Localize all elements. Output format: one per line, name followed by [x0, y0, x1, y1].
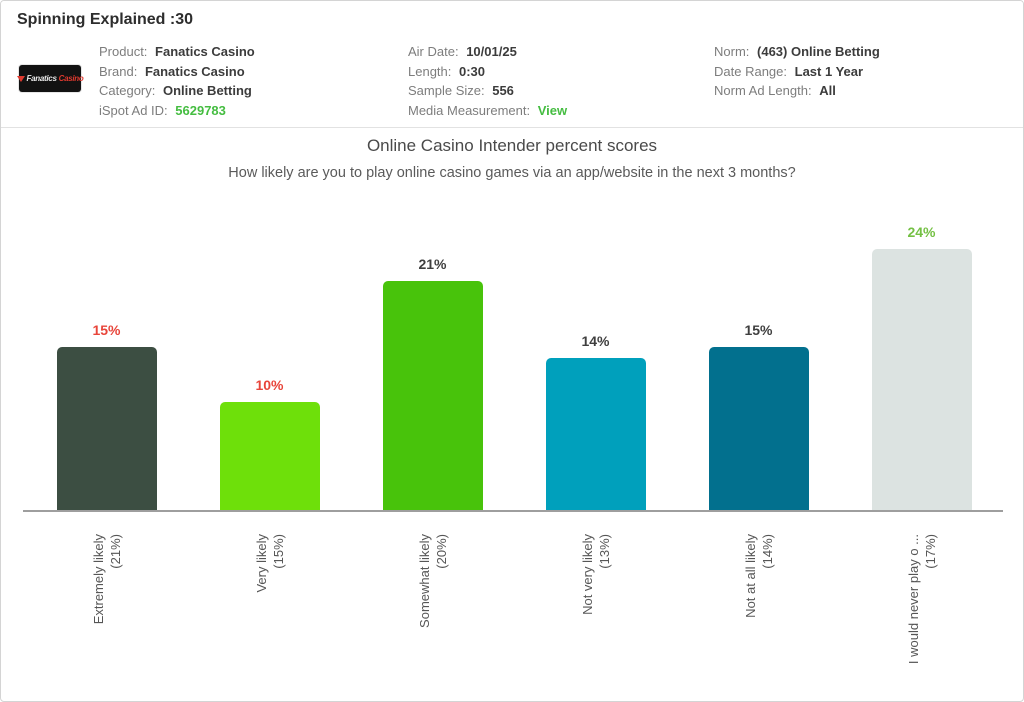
brand-value: Fanatics Casino [144, 63, 245, 79]
chart-bar[interactable] [56, 347, 157, 511]
logo-text-casino: Casino [58, 74, 84, 83]
chart-subtitle: How likely are you to play online casino… [228, 165, 796, 181]
meta-row-norm: Norm: (463) Online Betting [714, 42, 880, 62]
air-date-value: 10/01/25 [466, 44, 517, 59]
x-axis-norm: (21%) [107, 534, 123, 569]
meta-row-media-measurement: Media Measurement: View [408, 101, 567, 121]
ad-thumbnail[interactable]: Fanatics Casino [16, 65, 84, 92]
air-date-label: Air Date: [408, 44, 459, 59]
bar-value-label: 15% [92, 322, 121, 338]
chart-bar[interactable] [382, 281, 483, 511]
ad-title: Spinning Explained :30 [17, 11, 194, 28]
product-label: Product: [99, 44, 148, 59]
product-value: Fanatics Casino [155, 44, 255, 59]
norm-ad-length-label: Norm Ad Length: [714, 83, 812, 98]
chart-title: Online Casino Intender percent scores [366, 136, 658, 155]
ad-id-link[interactable]: 5629783 [175, 102, 226, 118]
date-range-label: Date Range: [714, 63, 787, 79]
length-value: 0:30 [459, 63, 486, 79]
bar-chart-plot: 15% Extremely likely (21%) 10% Very likely (1… [1, 128, 1023, 701]
meta-row-ad-id: iSpot Ad ID: 5629783 [99, 101, 255, 121]
category-label: Category: [99, 83, 156, 98]
meta-row-sample-size: Sample Size: 556 [408, 81, 567, 101]
x-axis-category: Very likely [253, 534, 269, 593]
x-axis-norm: (17%) [922, 534, 938, 569]
date-range-value: Last 1 Year [794, 63, 864, 79]
x-axis-label: Not very likely (13%) [579, 534, 613, 694]
chart-bar[interactable] [708, 347, 809, 511]
x-axis-category: Extremely likely [90, 534, 106, 625]
bar-value-label: 21% [418, 256, 447, 272]
x-axis-norm: (13%) [596, 534, 612, 569]
x-axis-label: I would never play o ... (17%) [905, 534, 939, 694]
category-value: Online Betting [163, 83, 252, 98]
chart-bar[interactable] [219, 402, 320, 511]
meta-row-norm-ad-length: Norm Ad Length: All [714, 81, 880, 101]
x-axis-label: Somewhat likely (20%) [416, 534, 450, 694]
media-measurement-view-link[interactable]: View [537, 102, 568, 118]
norm-ad-length-value: All [819, 83, 836, 98]
norm-value: (463) Online Betting [757, 44, 880, 59]
x-axis-category: Not very likely [579, 534, 595, 615]
meta-column-airing: Air Date: 10/01/25 Length: 0:30 Sample S… [408, 42, 567, 120]
meta-column-norm: Norm: (463) Online Betting Date Range: L… [714, 42, 880, 101]
meta-column-product: Product: Fanatics Casino Brand: Fanatics… [99, 42, 255, 120]
x-axis-line [23, 510, 1003, 512]
bar-value-label: 10% [255, 377, 284, 393]
sample-size-value: 556 [492, 83, 514, 98]
x-axis-category: I would never play o ... [905, 534, 921, 665]
media-measurement-label: Media Measurement: [408, 102, 531, 118]
x-axis-label: Not at all likely (14%) [742, 534, 776, 694]
x-axis-norm: (14%) [759, 534, 775, 569]
ad-id-label: iSpot Ad ID: [99, 102, 168, 118]
meta-row-product: Product: Fanatics Casino [99, 42, 255, 62]
sample-size-label: Sample Size: [408, 83, 485, 98]
norm-label: Norm: [714, 44, 750, 59]
x-axis-norm: (15%) [270, 534, 286, 569]
meta-row-date-range: Date Range: Last 1 Year [714, 62, 880, 82]
ad-header: Spinning Explained :30 Fanatics Casino P… [1, 1, 1023, 128]
fanatics-flag-icon [16, 75, 25, 82]
x-axis-category: Not at all likely [742, 534, 758, 618]
meta-row-category: Category: Online Betting [99, 81, 255, 101]
x-axis-norm: (20%) [433, 534, 449, 569]
bar-value-label: 14% [581, 333, 610, 349]
bar-value-label: 15% [744, 322, 773, 338]
x-axis-label: Extremely likely (21%) [90, 534, 124, 694]
brand-label: Brand: [99, 63, 138, 79]
x-axis-category: Somewhat likely [416, 534, 432, 628]
bar-value-label: 24% [907, 224, 936, 240]
meta-row-brand: Brand: Fanatics Casino [99, 62, 255, 82]
chart-bar[interactable] [545, 358, 646, 511]
logo-text-fanatics: Fanatics [26, 74, 57, 83]
x-axis-label: Very likely (15%) [253, 534, 287, 694]
meta-row-air-date: Air Date: 10/01/25 [408, 42, 567, 62]
chart-bar[interactable] [871, 249, 972, 511]
length-label: Length: [408, 63, 452, 79]
meta-row-length: Length: 0:30 [408, 62, 567, 82]
